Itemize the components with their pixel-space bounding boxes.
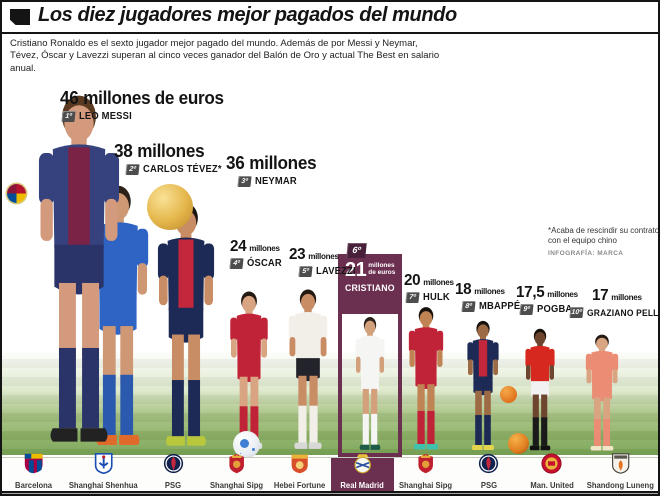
- club-cell-real-madrid: Real Madrid: [330, 454, 395, 492]
- player-name: GRAZIANO PELLÉ: [587, 307, 660, 318]
- rank-badge: 7º: [405, 292, 420, 303]
- club-cell-man-united: Man. United: [520, 453, 583, 492]
- player-name: HULK: [423, 292, 450, 303]
- club-footer-bar: Barcelona Shanghai Shenhua PSG Shanghai Sip…: [2, 453, 658, 492]
- club-name: Man. United: [530, 480, 574, 490]
- rank-badge: 9º: [519, 304, 534, 315]
- manu-crest-icon: [541, 453, 562, 480]
- club-name: Barcelona: [15, 480, 53, 490]
- rank-badge: 8º: [461, 301, 476, 312]
- player-name: POGBA: [537, 304, 573, 315]
- salary-label-pogba: 17,5 millones 9º POGBA: [516, 284, 578, 315]
- salary-label-lavezzi: 23 millones 5º LAVEZZI: [289, 246, 356, 277]
- footnote: *Acaba de rescindir su contrato con el e…: [548, 226, 660, 257]
- rank-badge: 10º: [569, 307, 584, 318]
- player-name: CRISTIANO: [345, 283, 395, 294]
- club-name: Hebei Fortune: [273, 480, 326, 490]
- shenhua-crest-icon: [94, 453, 113, 480]
- cristiano-highlight-frame: 6º 21 millones de euros CRISTIANO: [338, 243, 402, 457]
- player-figure-pogba: [512, 326, 568, 455]
- club-name: PSG: [165, 480, 182, 490]
- salary-label-oscar: 24 millones 4º ÓSCAR: [229, 238, 282, 269]
- player-name: MBAPPÉ: [479, 301, 521, 312]
- club-cell-barcelona: Barcelona: [2, 453, 65, 492]
- player-figure-leo-messi: [2, 88, 156, 455]
- club-name: Shanghai Sipg: [209, 480, 263, 490]
- infographic-credit: INFOGRAFÍA: MARCA: [548, 250, 624, 257]
- barcelona-sleeve-badge-icon: [7, 184, 26, 203]
- barcelona-crest-icon: [24, 453, 43, 480]
- player-figure-mbappe: [453, 318, 513, 455]
- rank-badge: 1º: [61, 111, 76, 122]
- bottom-border: [2, 491, 658, 494]
- sipg-crest-icon: [227, 453, 246, 480]
- salary-label-hulk: 20 millones 7º HULK: [404, 272, 454, 303]
- rank-badge: 4º: [229, 258, 244, 269]
- salary-label-mbappe: 18 millones 8º MBAPPÉ: [455, 281, 521, 312]
- player-figure-neymar: [132, 198, 240, 455]
- player-name: ÓSCAR: [247, 258, 282, 269]
- salary-label-graziano-pelle: 17 millones 10º GRAZIANO PELLÉ: [569, 287, 660, 318]
- club-name: Shanghai Shenhua: [68, 480, 138, 490]
- hebei-crest-icon: [290, 453, 309, 480]
- club-name: PSG: [480, 480, 497, 490]
- sipg-crest-icon: [416, 453, 435, 480]
- salary-label-neymar: 36 millones 3º NEYMAR: [226, 153, 317, 187]
- soccer-ball-icon: [508, 433, 529, 454]
- player-figure-lavezzi: [271, 286, 345, 455]
- player-name: CARLOS TÉVEZ*: [143, 164, 222, 175]
- club-cell-shanghai-sipg: Shanghai Sipg: [394, 453, 457, 492]
- golden-ball-icon: [147, 184, 193, 230]
- club-cell-hebei-fortune: Hebei Fortune: [268, 454, 331, 492]
- psg-crest-icon: [163, 453, 184, 480]
- player-figure-cristiano: [342, 314, 398, 455]
- marca-bullet-icon: [10, 9, 30, 25]
- soccer-ball-icon: [233, 431, 260, 458]
- salary-label-cristiano: 21 millones de euros CRISTIANO: [342, 258, 398, 314]
- player-name: NEYMAR: [255, 176, 297, 187]
- madrid-crest-icon: [353, 453, 372, 480]
- club-cell-shanghai-shenhua: Shanghai Shenhua: [65, 453, 142, 492]
- player-name: LAVEZZI: [316, 266, 356, 277]
- player-figure-oscar: [213, 288, 285, 455]
- psg-crest-icon: [478, 453, 499, 480]
- player-figure-hulk: [393, 304, 459, 455]
- club-name: Real Madrid: [340, 480, 385, 490]
- rank-badge: 3º: [237, 176, 252, 187]
- soccer-ball-icon: [500, 386, 517, 403]
- club-name: Shanghai Sipg: [399, 480, 453, 490]
- player-figure-graziano-pelle: [571, 332, 633, 455]
- club-cell-psg: PSG: [142, 453, 205, 492]
- page-title: Los diez jugadores mejor pagados del mun…: [38, 4, 457, 26]
- club-cell-shandong-luneng: Shandong Luneng: [583, 453, 658, 492]
- salary-label-leo-messi: 46 millones de euros 1º LEO MESSI: [60, 88, 224, 122]
- salary-label-carlos-tevez: 38 millones 2º CARLOS TÉVEZ*: [114, 141, 222, 175]
- rank-badge: 2º: [125, 164, 140, 175]
- club-cell-shanghai-sipg: Shanghai Sipg: [205, 453, 268, 492]
- player-name: LEO MESSI: [79, 111, 132, 122]
- title-divider: [2, 32, 658, 34]
- shandong-crest-icon: [611, 453, 630, 480]
- club-cell-psg: PSG: [457, 453, 520, 492]
- club-name: Shandong Luneng: [587, 480, 655, 490]
- rank-badge: 5º: [298, 266, 313, 277]
- intro-text: Cristiano Ronaldo es el sexto jugador me…: [10, 38, 440, 74]
